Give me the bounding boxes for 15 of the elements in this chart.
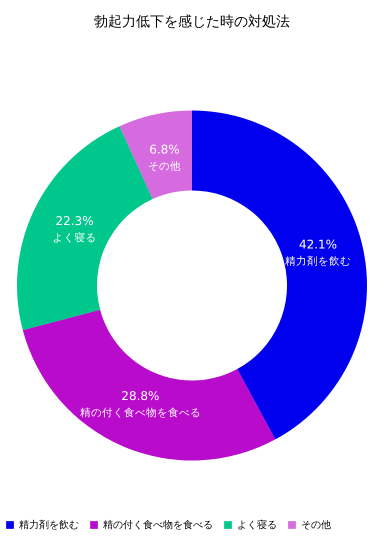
donut-slice xyxy=(22,310,276,460)
slice-label: その他 xyxy=(148,160,181,172)
data-label: 28.8% xyxy=(121,388,160,403)
slice-label: よく寝る xyxy=(52,230,97,244)
legend-label: よく寝る xyxy=(237,519,277,531)
slice-label: 精力剤を飲む xyxy=(285,254,352,268)
legend-label: 精の付く食べ物を食べる xyxy=(103,519,213,531)
data-label: 22.3% xyxy=(55,214,94,228)
legend-label: その他 xyxy=(301,519,331,531)
legend-label: 精力剤を飲む xyxy=(19,519,79,531)
slice-label: 精の付く食べ物を食べる xyxy=(80,406,201,419)
chart-title: 勃起力低下を感じた時の対処法 xyxy=(94,14,290,30)
donut-slice xyxy=(119,110,192,200)
data-label: 42.1% xyxy=(298,238,338,252)
data-label: 6.8% xyxy=(149,142,180,156)
